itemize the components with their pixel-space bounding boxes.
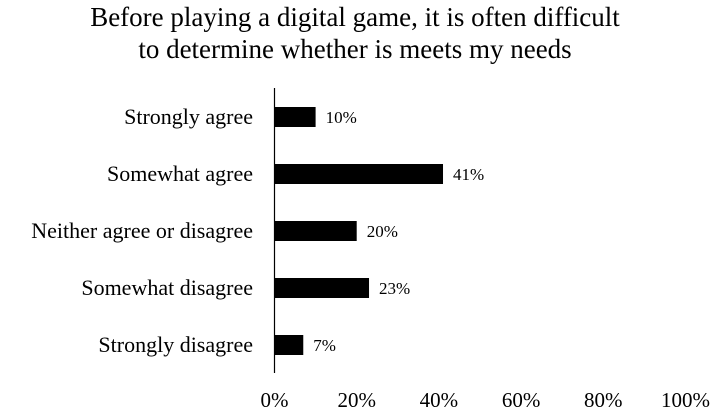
x-tick-label: 60% xyxy=(502,388,541,412)
x-tick-label: 0% xyxy=(261,388,289,412)
x-tick-label: 40% xyxy=(420,388,459,412)
x-tick-label: 100% xyxy=(661,388,710,412)
data-label: 23% xyxy=(379,279,410,298)
x-tick-labels: 0% 20% 40% 60% 80% 100% xyxy=(261,388,711,412)
category-label: Neither agree or disagree xyxy=(31,218,253,243)
data-label: 41% xyxy=(453,165,484,184)
data-label: 20% xyxy=(367,222,398,241)
bar xyxy=(274,221,357,241)
chart-title-line-1: Before playing a digital game, it is oft… xyxy=(90,2,620,32)
bar xyxy=(274,164,444,184)
bar xyxy=(274,107,316,127)
category-label: Somewhat agree xyxy=(107,161,253,186)
category-label: Strongly agree xyxy=(124,104,253,129)
chart-title-line-2: to determine whether is meets my needs xyxy=(138,34,571,64)
x-tick-label: 80% xyxy=(584,388,623,412)
x-tick-label: 20% xyxy=(337,388,376,412)
category-label: Somewhat disagree xyxy=(81,275,253,300)
bars-layer: Strongly agree 10% Somewhat agree 41% Neithe… xyxy=(31,104,484,357)
data-label: 7% xyxy=(313,336,336,355)
bar xyxy=(274,278,370,298)
category-label: Strongly disagree xyxy=(98,332,253,357)
bar xyxy=(274,335,304,355)
data-label: 10% xyxy=(326,108,357,127)
